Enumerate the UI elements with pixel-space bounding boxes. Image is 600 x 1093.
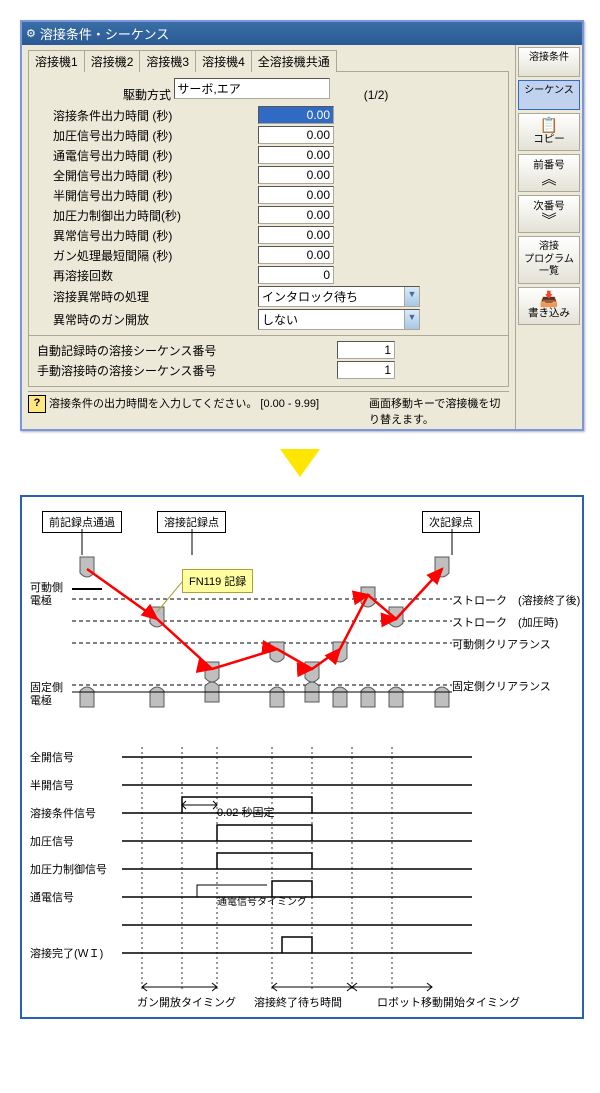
settings-window: ⚙ 溶接条件・シーケンス 溶接機1 溶接機2 溶接機3 溶接機4 全溶接機共通 … [20,20,584,431]
tab-welder-3[interactable]: 溶接機3 [139,50,196,72]
field-label: 異常信号出力時間 (秒) [35,227,258,244]
field-label: 加圧信号出力時間 (秒) [35,127,258,144]
field-value[interactable]: 0.00 [258,226,334,244]
tab-welder-4[interactable]: 溶接機4 [195,50,252,72]
btn-write[interactable]: 📥書き込み [518,287,580,325]
field-label: ガン処理最短間隔 (秒) [35,247,258,264]
field-label: 手動溶接時の溶接シーケンス番号 [35,362,337,379]
field-label: 通電信号出力時間 (秒) [35,147,258,164]
lbl-fixed-time: 0.02 秒固定 [217,807,274,820]
field-value[interactable]: 0.00 [258,206,334,224]
window-title: 溶接条件・シーケンス [40,24,169,43]
hint-message-2: 画面移動キーで溶接機を切り替えます。 [369,395,509,427]
signal-label: 加圧信号 [30,833,74,849]
tab-all-welders[interactable]: 全溶接機共通 [251,50,337,72]
field-label: 加圧力制御出力時間(秒) [35,207,258,224]
drive-label: 駆動方式 [123,88,171,102]
field-label: 再溶接回数 [35,267,258,284]
field-label: 自動記録時の溶接シーケンス番号 [35,342,337,359]
signal-label: 全開信号 [30,749,74,765]
chevron-up-icon: ︽ [520,172,578,187]
tab-welder-1[interactable]: 溶接機1 [28,50,85,72]
hint: ? 溶接条件の出力時間を入力してください。 [0.00 - 9.99] 画面移動… [28,391,509,427]
signal-label: 半開信号 [30,777,74,793]
chevron-down-icon: ▼ [404,287,419,306]
btn-prev-no[interactable]: 前番号︽ [518,154,580,192]
dropdown[interactable]: しない▼ [258,309,420,330]
lbl-current-timing: 通電信号タイミング [217,897,307,909]
copy-icon: 📋 [520,118,578,133]
field-label: 異常時のガン開放 [35,311,258,328]
field-value[interactable]: 1 [337,361,395,379]
tab-welder-2[interactable]: 溶接機2 [84,50,141,72]
field-value[interactable]: 0.00 [258,146,334,164]
signal-label: 溶接条件信号 [30,805,96,821]
down-arrow-icon [280,449,320,477]
field-label: 溶接異常時の処理 [35,288,258,305]
signal-label: 溶接完了(ＷＩ) [30,945,103,961]
lbl-bottom-2: 溶接終了待ち時間 [254,997,342,1010]
chevron-down-icon: ︾ [520,213,578,228]
page-indicator: (1/2) [364,88,389,102]
lbl-bottom-3: ロボット移動開始タイミング [377,997,520,1010]
signal-label: 通電信号 [30,889,74,905]
tabs: 溶接機1 溶接機2 溶接機3 溶接機4 全溶接機共通 [28,49,509,71]
btn-program-list[interactable]: 溶接 プログラム 一覧 [518,236,580,284]
field-value[interactable]: 1 [337,341,395,359]
titlebar: ⚙ 溶接条件・シーケンス [22,22,582,45]
panel: 駆動方式 サーボ,エア (1/2) 溶接条件出力時間 (秒)0.00加圧信号出力… [28,71,509,387]
sidebar: 溶接条件 シーケンス 📋コピー 前番号︽ 次番号︾ 溶接 プログラム 一覧 📥書… [515,45,582,429]
field-value[interactable]: 0 [258,266,334,284]
wrench-icon: ⚙ [26,27,36,40]
btn-next-no[interactable]: 次番号︾ [518,195,580,233]
chevron-down-icon: ▼ [404,310,419,329]
btn-sequence[interactable]: シーケンス [518,80,580,110]
lbl-bottom-1: ガン開放タイミング [137,997,236,1010]
hint-message: 溶接条件の出力時間を入力してください。 [0.00 - 9.99] [49,395,369,427]
write-icon: 📥 [520,292,578,307]
field-value[interactable]: 0.00 [258,246,334,264]
field-value[interactable]: 0.00 [258,106,334,124]
field-label: 全開信号出力時間 (秒) [35,167,258,184]
btn-weld-cond[interactable]: 溶接条件 [518,47,580,77]
btn-copy[interactable]: 📋コピー [518,113,580,151]
field-value[interactable]: 0.00 [258,126,334,144]
field-value[interactable]: 0.00 [258,186,334,204]
signal-label: 加圧力制御信号 [30,861,107,877]
dropdown[interactable]: インタロック待ち▼ [258,286,420,307]
drive-input[interactable]: サーボ,エア [174,78,330,99]
help-icon: ? [28,395,46,413]
timing-diagram: 前記録点通過 溶接記録点 次記録点 FN119 記録 可動側 電極 固定側 電極… [20,495,584,1019]
field-label: 半開信号出力時間 (秒) [35,187,258,204]
field-label: 溶接条件出力時間 (秒) [35,107,258,124]
field-value[interactable]: 0.00 [258,166,334,184]
